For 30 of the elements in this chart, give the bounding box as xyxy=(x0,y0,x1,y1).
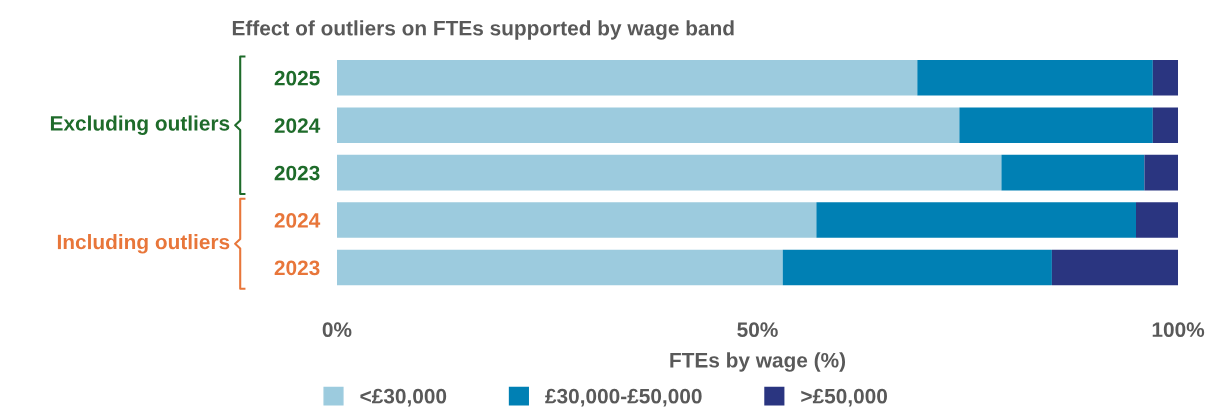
bar xyxy=(959,107,1153,143)
bar xyxy=(1136,202,1179,238)
bar xyxy=(336,107,960,143)
text: Excluding outliers xyxy=(50,115,230,135)
bar xyxy=(1144,154,1179,191)
y-tick-label: 2024 xyxy=(274,118,321,133)
y-tick-label: 2024 xyxy=(274,213,321,228)
bar xyxy=(336,60,918,96)
x-tick-label: 100% xyxy=(1152,322,1205,338)
bar xyxy=(336,249,783,286)
bar xyxy=(336,202,817,238)
chart-title: Effect of outliers on FTEs supported by wage band xyxy=(232,20,734,40)
legend-label: <£30,000 xyxy=(360,388,447,407)
x-tick-label: 50% xyxy=(737,322,778,338)
legend-label: >£50,000 xyxy=(801,388,888,407)
y-tick-label: 2023 xyxy=(274,260,320,276)
bar xyxy=(1051,249,1179,286)
bar xyxy=(1152,60,1179,96)
bar xyxy=(336,154,1002,191)
legend-label: £30,000-£50,000 xyxy=(545,388,702,407)
text: Including outliers xyxy=(57,234,230,254)
bar xyxy=(816,202,1137,238)
y-tick-label: 2025 xyxy=(274,70,320,86)
x-axis-title: FTEs by wage (%) xyxy=(670,352,846,372)
bar xyxy=(1152,107,1179,143)
x-tick-label: 0% xyxy=(322,322,352,338)
y-tick-label: 2023 xyxy=(274,165,320,181)
bar xyxy=(917,60,1153,96)
bar xyxy=(782,249,1052,286)
bar xyxy=(1001,154,1145,191)
